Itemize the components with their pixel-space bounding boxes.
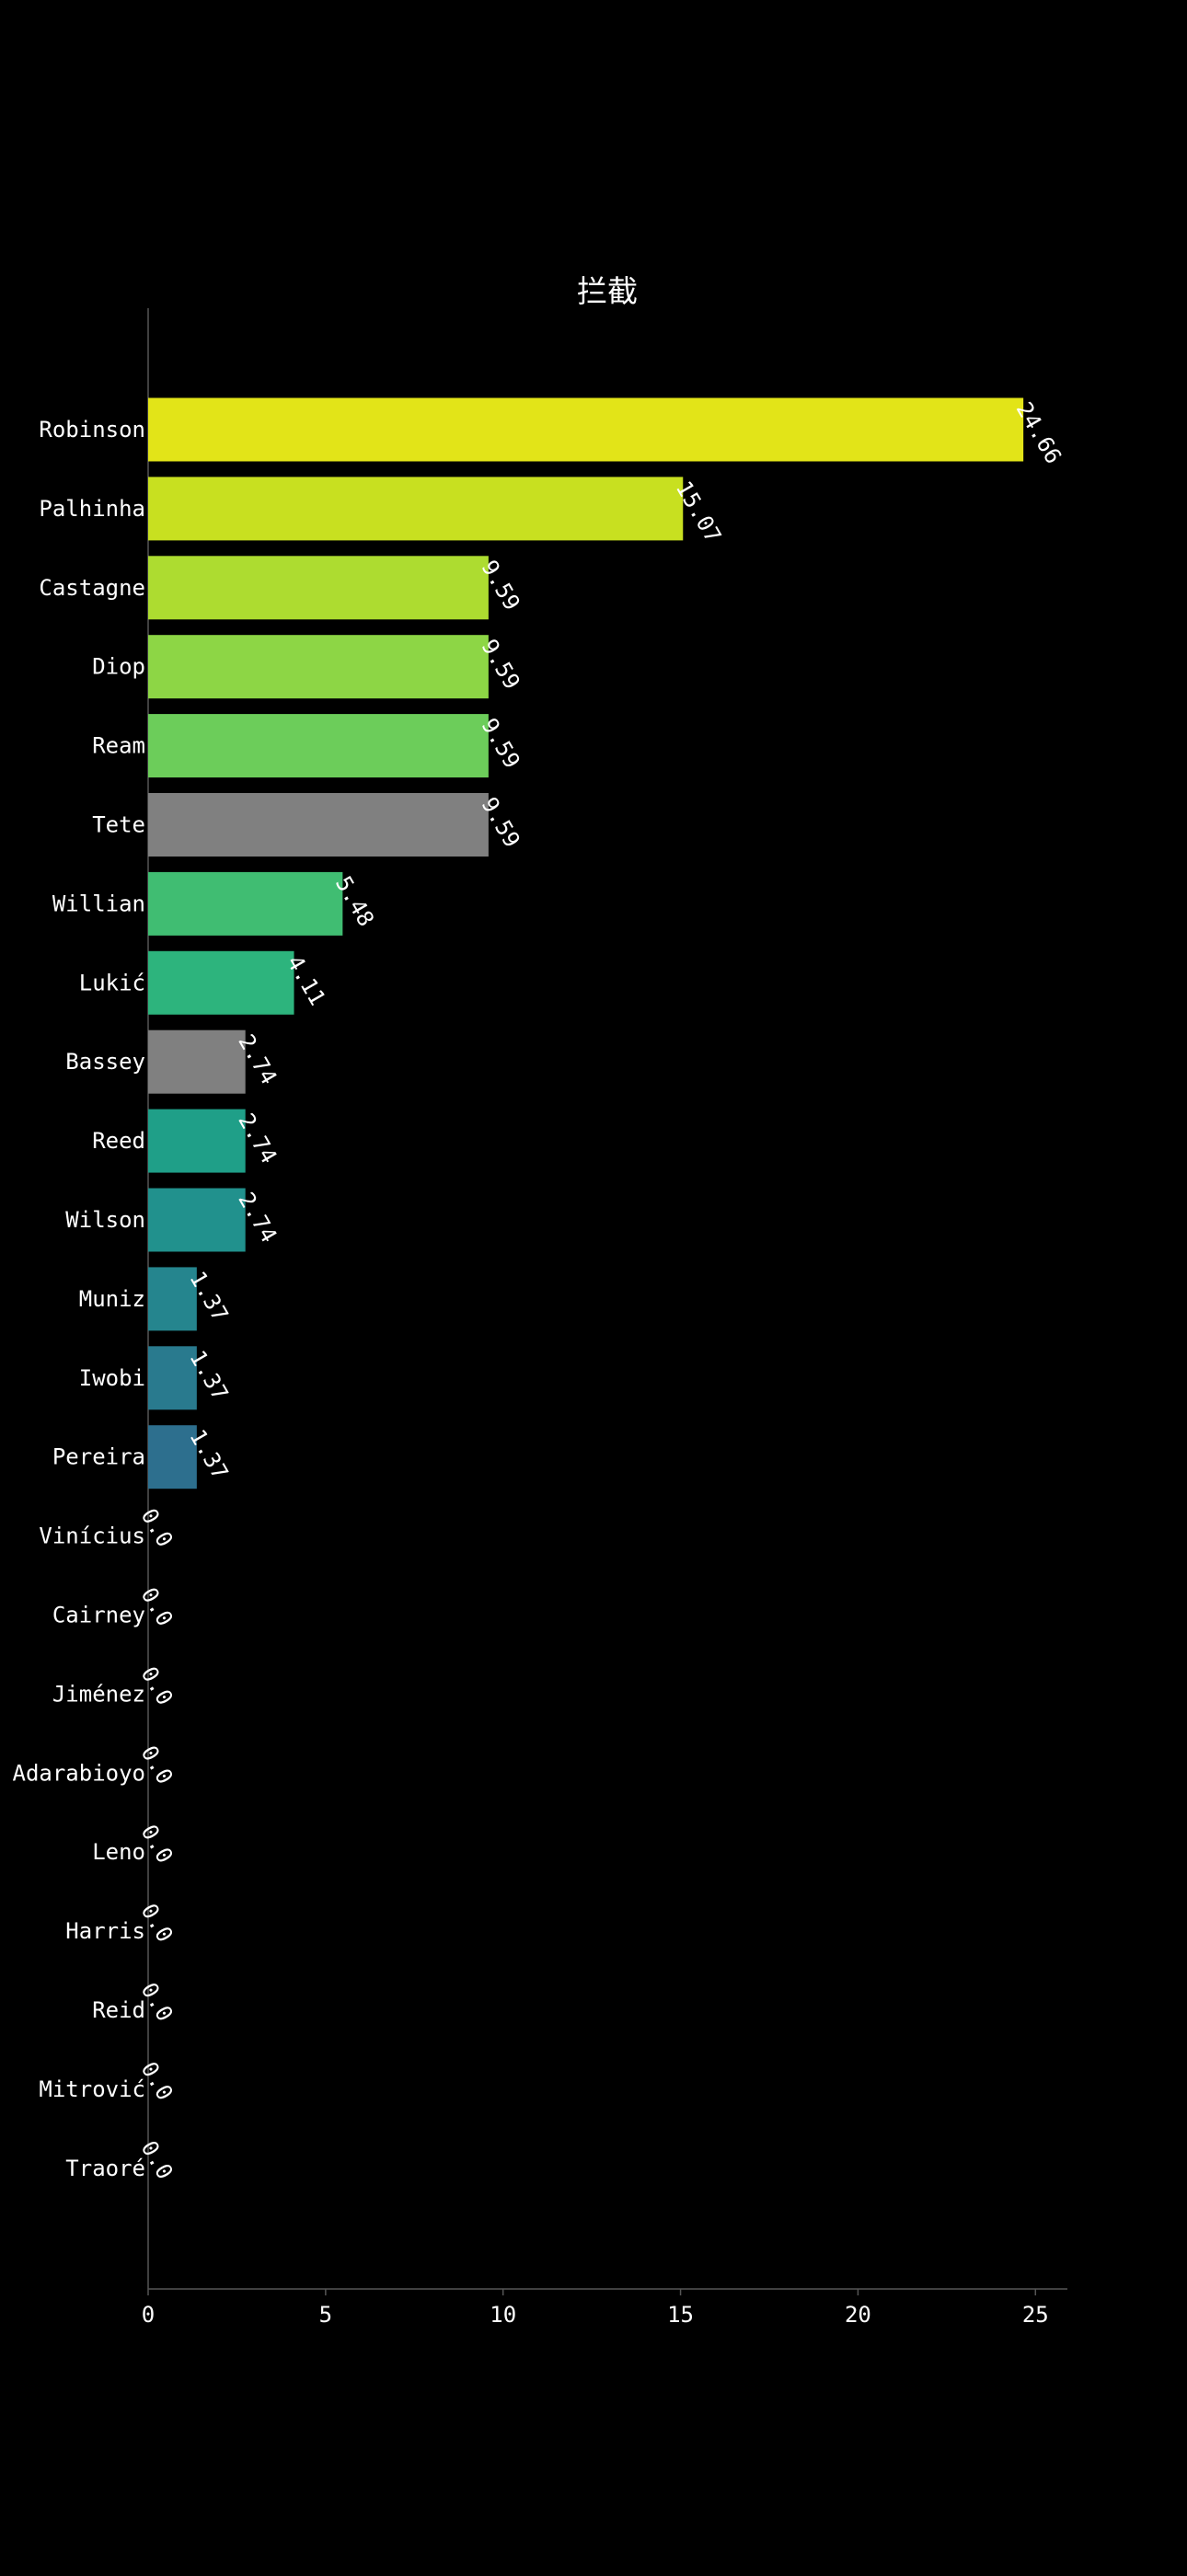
bar [148,1029,246,1094]
x-tick-label: 0 [142,2302,155,2328]
bar [148,871,343,936]
chart-title: 拦截 [577,273,638,309]
category-label: Bassey [65,1049,145,1075]
bar [148,1267,197,1331]
x-tick-label: 25 [1022,2302,1049,2328]
category-label: Iwobi [79,1365,145,1391]
category-label: Pereira [52,1444,145,1470]
bar [148,950,294,1015]
bar [148,1188,246,1252]
x-tick-label: 20 [845,2302,871,2328]
bar [148,635,489,699]
bar [148,714,489,778]
x-tick-label: 10 [490,2302,516,2328]
category-label: Leno [92,1839,145,1865]
category-label: Palhinha [39,496,145,522]
category-label: Lukić [79,970,145,995]
category-label: Vinícius [39,1524,145,1549]
category-label: Robinson [39,417,145,443]
category-label: Castagne [39,575,145,601]
category-label: Reed [92,1128,145,1154]
category-label: Muniz [79,1286,145,1312]
category-label: Harris [65,1918,145,1944]
category-label: Jiménez [52,1681,145,1707]
bars [148,397,1024,1489]
bar [148,1109,246,1173]
category-label: Tete [92,812,145,838]
category-label: Ream [92,733,145,759]
category-label: Adarabioyo [13,1760,146,1786]
bar [148,556,489,620]
category-label: Diop [92,654,145,680]
x-tick-label: 5 [319,2302,332,2328]
bar [148,397,1024,462]
bar [148,793,489,857]
x-ticks: 0 5 10 15 20 25 [142,2289,1049,2328]
category-label: Willian [52,891,145,916]
bar [148,1425,197,1489]
category-label: Traoré [65,2156,145,2181]
bar [148,477,684,541]
x-tick-label: 15 [667,2302,694,2328]
bar [148,1346,197,1410]
category-label: Wilson [65,1207,145,1233]
category-label: Mitrović [39,2076,145,2102]
category-labels: Robinson Palhinha Castagne Diop Ream Tete Will… [13,417,146,2181]
category-label: Reid [92,1997,145,2023]
category-label: Cairney [52,1603,145,1628]
